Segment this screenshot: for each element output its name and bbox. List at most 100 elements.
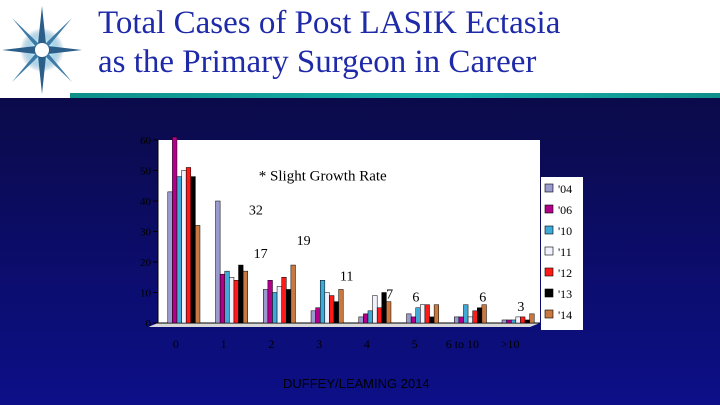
bar-1-6 <box>458 316 464 324</box>
bar-6-6 <box>481 304 487 324</box>
bar-4-4 <box>376 307 383 324</box>
annotation-label: 6 <box>412 291 419 306</box>
bar-0-2 <box>263 289 269 324</box>
bar-4-6 <box>472 310 478 324</box>
annotation-label: 3 <box>517 300 524 315</box>
bar-2-3 <box>319 280 326 324</box>
bar-2-0 <box>176 176 182 324</box>
y-tick-label: 50 <box>140 166 152 178</box>
x-tick-label: >10 <box>501 337 520 351</box>
legend-label: '06 <box>558 203 572 217</box>
bar-3-6 <box>467 316 473 324</box>
bar-3-4 <box>372 295 378 324</box>
annotation-label: 32 <box>249 203 263 218</box>
x-tick-label: 1 <box>221 337 227 351</box>
bar-6-1 <box>242 270 248 324</box>
bar-6-2 <box>290 264 296 324</box>
bar-1-4 <box>363 313 369 324</box>
bar-0-6 <box>454 316 460 324</box>
bar-0-3 <box>310 310 316 324</box>
bar-4-3 <box>329 295 335 324</box>
legend-label: '14 <box>558 308 572 322</box>
annotation-label: 7 <box>386 288 393 303</box>
x-tick-label: 2 <box>268 337 274 351</box>
bar-6-5 <box>433 304 439 324</box>
bar-3-1 <box>229 277 235 324</box>
y-tick-label: 20 <box>140 257 152 269</box>
bar-5-2 <box>286 289 292 324</box>
bar-1-0 <box>172 136 178 324</box>
bar-0-4 <box>358 316 364 324</box>
y-tick-label: 60 <box>140 135 152 147</box>
x-tick-label: 5 <box>412 337 418 351</box>
page-title: Total Cases of Post LASIK Ectasia as the… <box>98 4 560 82</box>
bar-0-0 <box>167 191 173 324</box>
bar-2-6 <box>463 304 469 324</box>
plot-floor <box>148 323 540 327</box>
bar-3-3 <box>324 292 330 324</box>
bar-5-3 <box>333 301 339 324</box>
legend-label: '10 <box>558 224 572 238</box>
bar-6-4 <box>386 301 392 324</box>
bar-2-2 <box>272 292 278 324</box>
legend-swatch <box>544 267 554 277</box>
bar-1-2 <box>267 280 273 324</box>
x-tick-label: 0 <box>173 337 179 351</box>
annotation-label: * Slight Growth Rate <box>259 169 387 185</box>
bar-3-7 <box>515 316 521 324</box>
bar-2-5 <box>415 307 421 324</box>
x-tick-label: 4 <box>364 337 370 351</box>
y-tick-label: 0 <box>146 318 152 330</box>
legend-swatch <box>544 204 554 214</box>
legend-label: '11 <box>558 245 572 259</box>
bar-4-5 <box>424 304 430 324</box>
x-tick-label: 3 <box>316 337 322 351</box>
bar-1-3 <box>315 307 321 324</box>
bar-3-2 <box>276 286 282 324</box>
sparkle-star-icon <box>2 6 82 94</box>
legend-label: '04 <box>558 182 572 196</box>
bar-5-6 <box>477 307 483 324</box>
legend-label: '12 <box>558 266 572 280</box>
bar-3-5 <box>420 304 426 324</box>
legend-swatch <box>544 288 554 298</box>
legend-swatch <box>544 309 554 319</box>
bar-5-7 <box>524 319 530 324</box>
bar-4-7 <box>520 316 526 324</box>
bar-1-7 <box>506 319 512 324</box>
y-tick-label: 30 <box>140 227 152 239</box>
x-tick-label: 6 to 10 <box>446 337 479 351</box>
bar-3-0 <box>181 170 187 324</box>
bar-4-1 <box>233 280 239 324</box>
bar-1-5 <box>410 316 416 324</box>
title-underline <box>70 93 720 98</box>
bar-6-3 <box>338 289 344 324</box>
bar-1-1 <box>219 273 225 324</box>
bar-4-2 <box>281 277 287 324</box>
legend-swatch <box>544 246 554 256</box>
bar-5-1 <box>238 264 244 324</box>
annotation-label: 11 <box>340 269 353 284</box>
legend-swatch <box>544 183 554 193</box>
bar-5-5 <box>429 316 435 324</box>
y-tick-label: 40 <box>140 196 152 208</box>
bar-0-7 <box>501 319 507 324</box>
bar-2-4 <box>367 310 373 324</box>
bar-2-7 <box>510 319 517 324</box>
bar-2-1 <box>224 270 230 324</box>
annotation-label: 6 <box>479 291 486 306</box>
annotation-label: 17 <box>254 247 268 262</box>
credit-text: DUFFEY/LEAMING 2014 <box>283 376 430 391</box>
bar-0-1 <box>215 200 221 324</box>
legend-swatch <box>544 225 554 235</box>
title-line-1: Total Cases of Post LASIK Ectasia <box>98 5 561 41</box>
title-header: Total Cases of Post LASIK Ectasia as the… <box>0 0 720 98</box>
legend-label: '13 <box>558 287 572 301</box>
annotation-label: 19 <box>297 234 311 249</box>
y-tick-label: 10 <box>140 288 152 300</box>
bar-6-7 <box>529 313 535 324</box>
bar-0-5 <box>406 313 412 324</box>
bar-6-0 <box>195 225 201 324</box>
bar-5-0 <box>190 176 196 324</box>
